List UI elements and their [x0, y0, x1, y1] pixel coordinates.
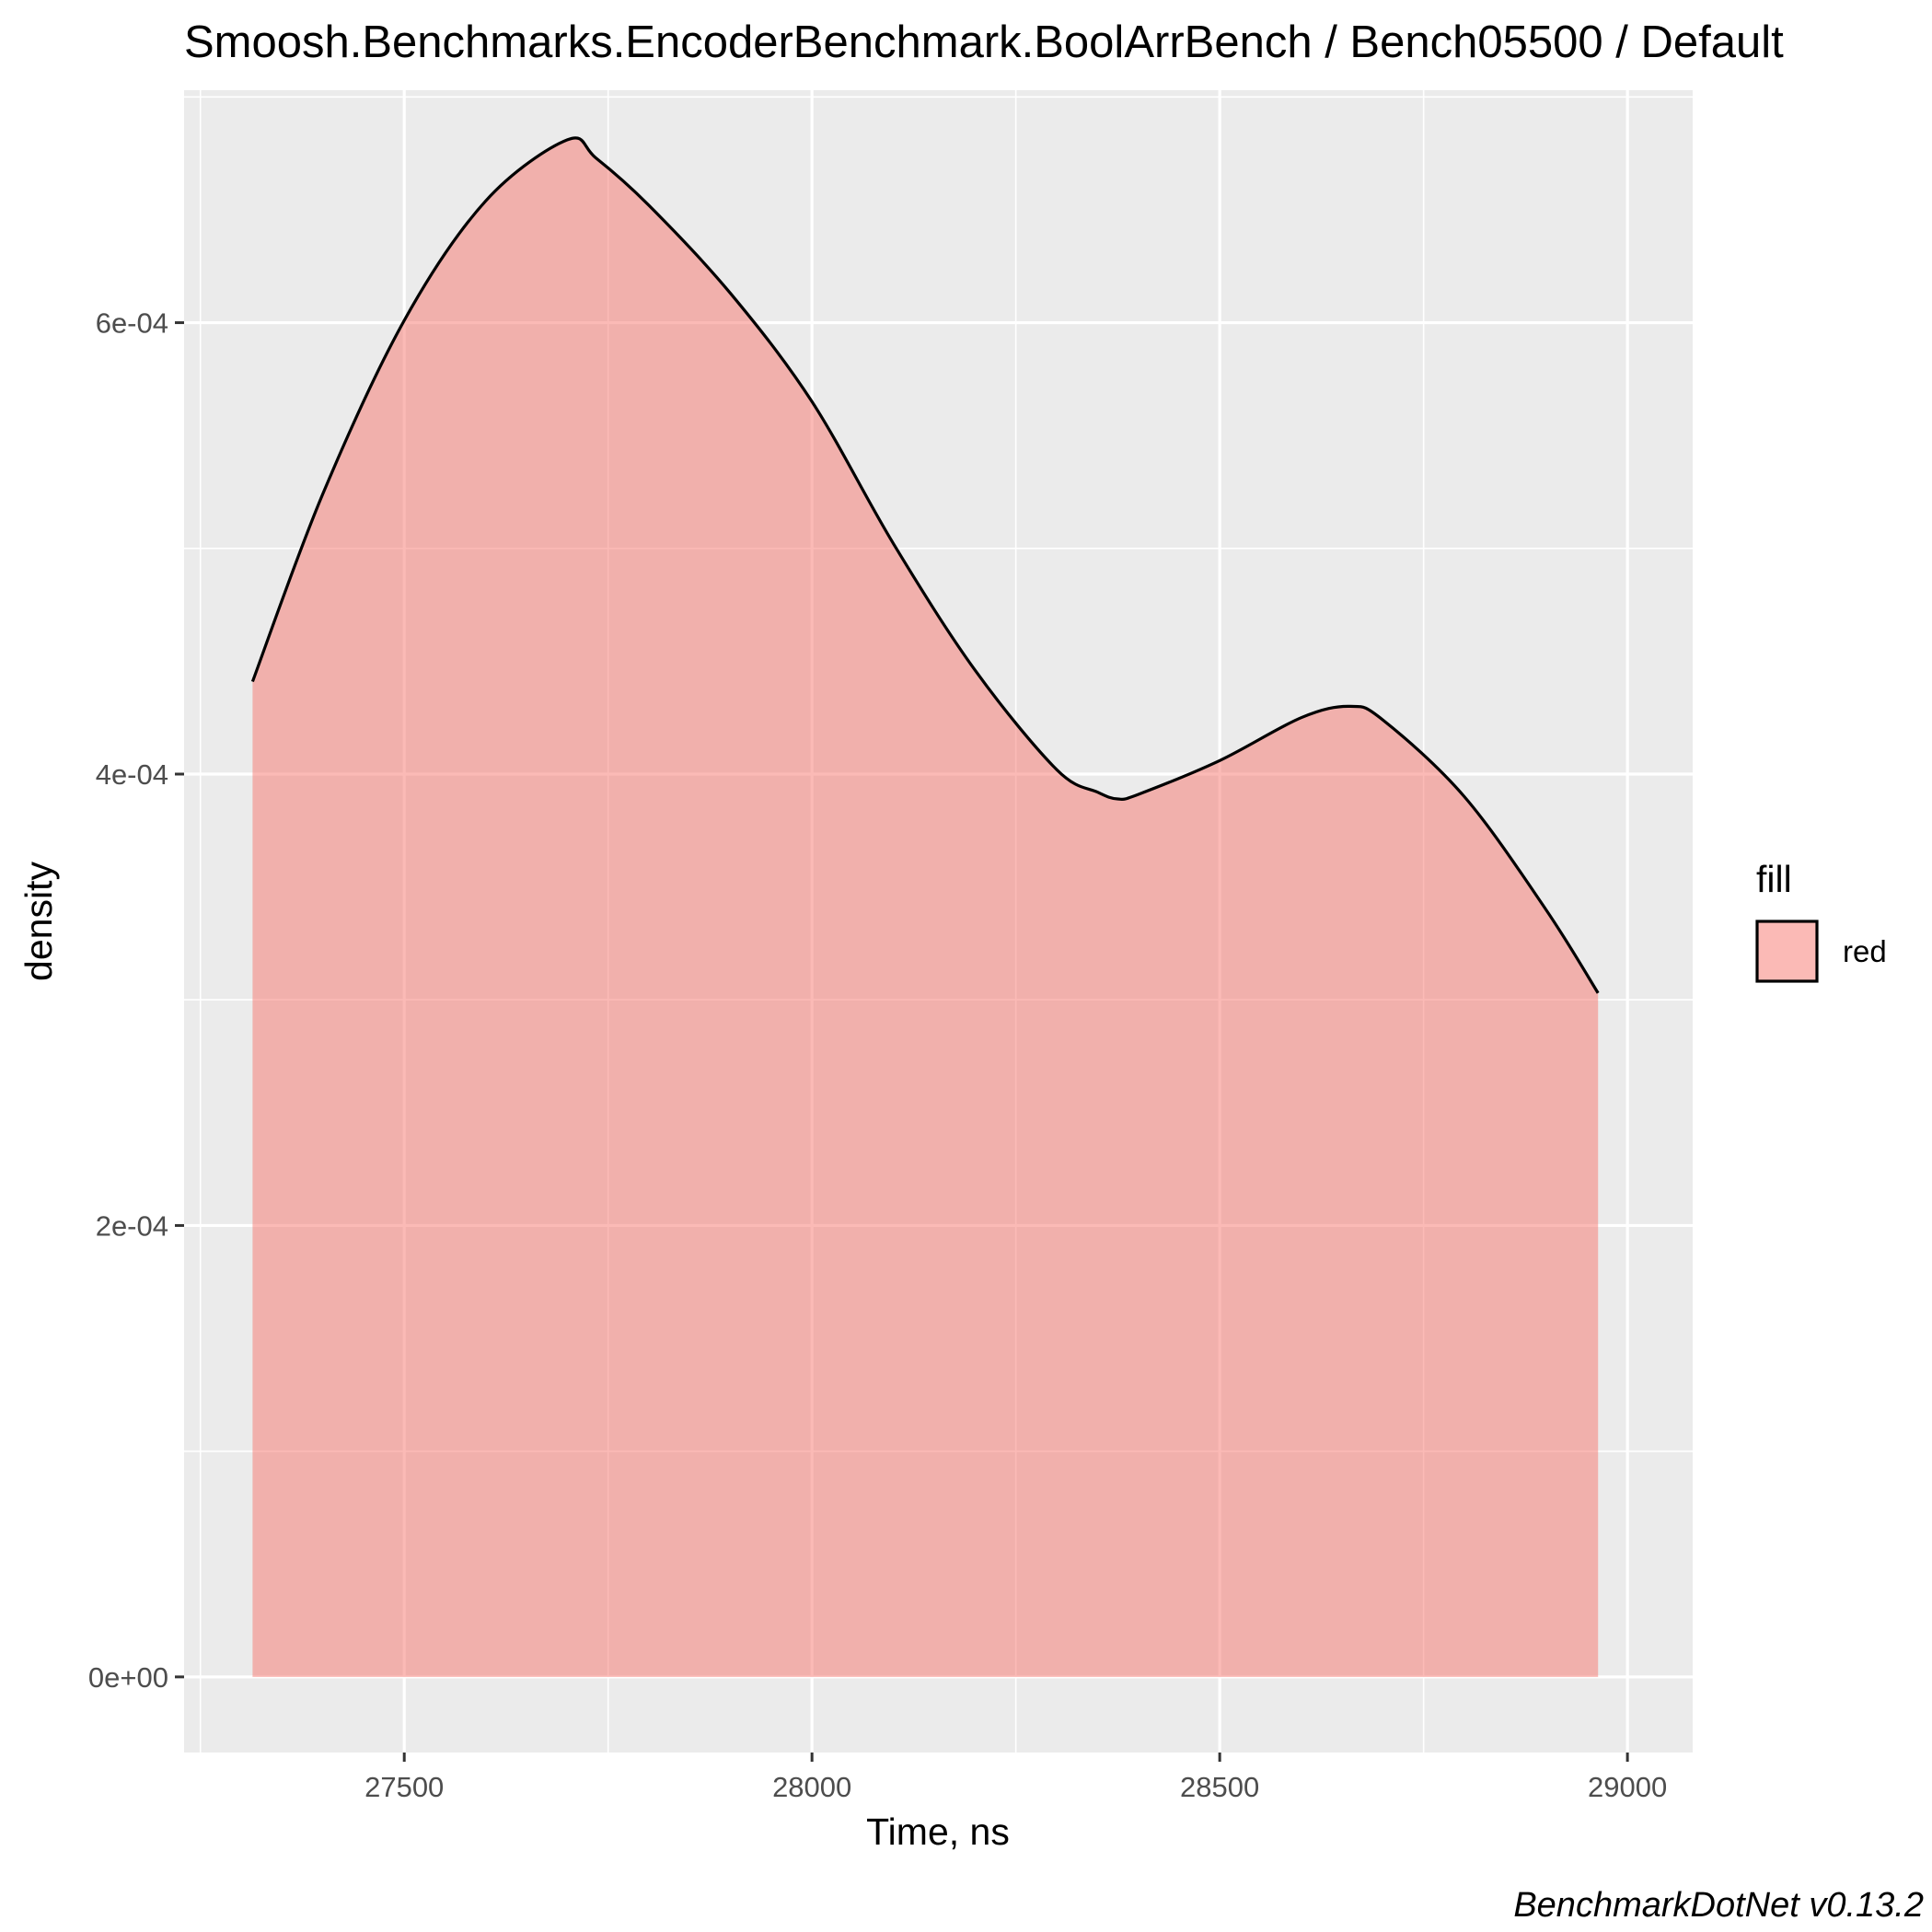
- legend-label-red: red: [1843, 934, 1887, 968]
- y-axis: 0e+00 2e-04 4e-04 6e-04: [88, 307, 184, 1694]
- x-tick-label: 27500: [364, 1771, 444, 1803]
- caption: BenchmarkDotNet v0.13.2: [1513, 1886, 1924, 1925]
- x-axis: 27500 28000 28500 29000: [364, 1753, 1667, 1803]
- x-tick-label: 28000: [772, 1771, 851, 1803]
- legend-title: fill: [1756, 858, 1792, 900]
- chart-title: Smoosh.Benchmarks.EncoderBenchmark.BoolA…: [184, 17, 1784, 67]
- density-area: [252, 137, 1599, 1677]
- legend: fill red: [1755, 858, 1887, 983]
- x-axis-title: Time, ns: [866, 1811, 1010, 1853]
- y-tick-label: 4e-04: [96, 758, 168, 791]
- y-tick-label: 0e+00: [88, 1661, 168, 1694]
- x-tick-label: 29000: [1588, 1771, 1667, 1803]
- legend-key-red: [1755, 920, 1819, 983]
- y-axis-title: density: [17, 862, 60, 981]
- x-tick-label: 28500: [1180, 1771, 1259, 1803]
- y-tick-label: 2e-04: [96, 1209, 168, 1242]
- density-curve: [250, 136, 1600, 994]
- y-tick-label: 6e-04: [96, 307, 168, 340]
